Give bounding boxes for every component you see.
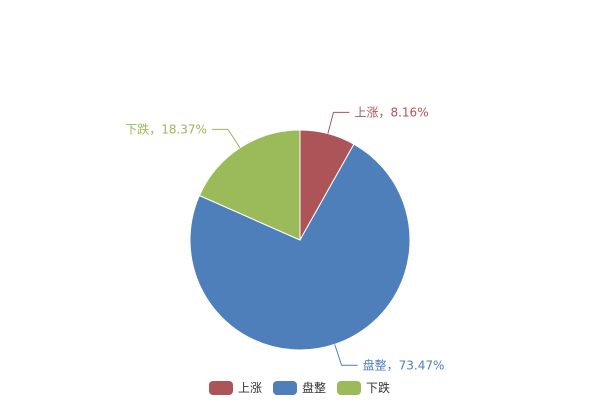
data-label-1: 盘整，73.47% — [363, 357, 445, 372]
legend-swatch-0[interactable] — [209, 381, 233, 395]
legend-swatch-1[interactable] — [273, 381, 297, 395]
label-line-0 — [327, 111, 350, 134]
legend-label-2[interactable]: 下跌 — [366, 380, 390, 395]
legend-label-1[interactable]: 盘整 — [302, 380, 326, 395]
label-line-1 — [334, 344, 358, 366]
pie-slice-2[interactable] — [198, 129, 301, 241]
pie-slice-1[interactable] — [189, 143, 411, 351]
data-label-2: 下跌，18.37% — [125, 121, 207, 136]
label-line-2 — [211, 128, 241, 149]
data-label-0: 上涨，8.16% — [354, 104, 428, 119]
legend-swatch-2[interactable] — [337, 381, 361, 395]
legend-label-0[interactable]: 上涨 — [238, 380, 262, 395]
